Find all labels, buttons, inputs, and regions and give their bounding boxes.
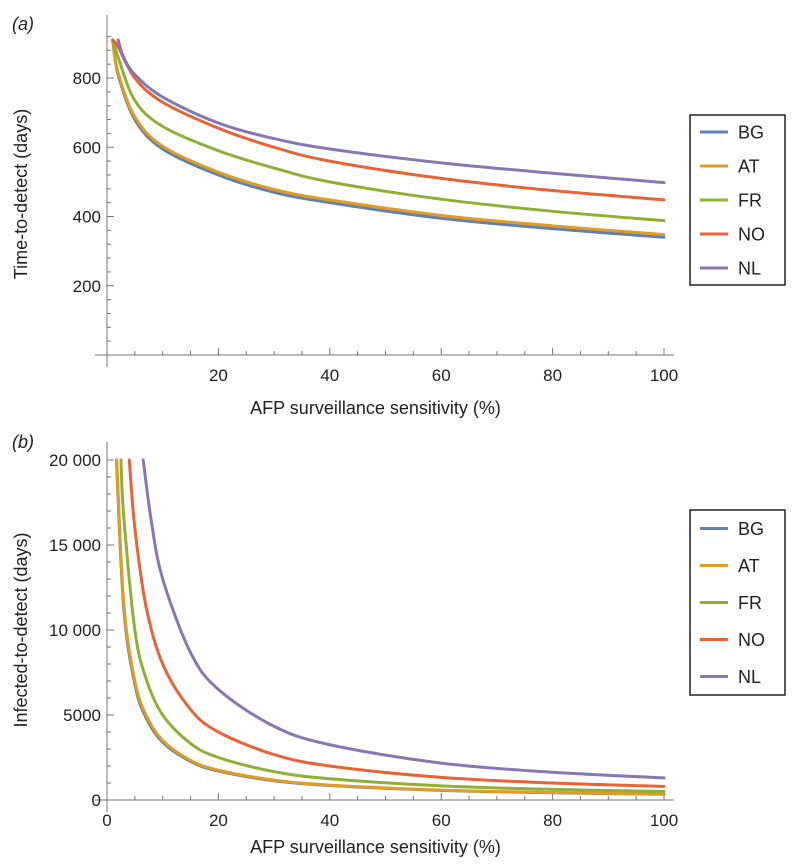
series-line-at	[115, 458, 666, 796]
y-axis-title: Time-to-detect (days)	[11, 109, 31, 279]
series-line-fr	[111, 38, 666, 223]
legend-label-no: NO	[738, 630, 765, 650]
x-tick-label: 20	[209, 366, 228, 385]
x-axis-title: AFP surveillance sensitivity (%)	[250, 837, 501, 857]
legend-label-nl: NL	[738, 259, 761, 279]
series-line-nl	[116, 38, 666, 185]
panel-tag: (b)	[12, 432, 34, 452]
legend-label-no: NO	[738, 225, 765, 245]
x-tick-label: 100	[650, 811, 678, 830]
y-tick-label: 20 000	[49, 451, 101, 470]
series-line-at	[111, 38, 666, 237]
legend-label-fr: FR	[738, 593, 762, 613]
x-tick-label: 80	[543, 811, 562, 830]
y-axis-title: Infected-to-detect (days)	[11, 532, 31, 727]
legend: BG AT FR NO NL	[689, 114, 786, 286]
legend-label-at: AT	[738, 157, 760, 177]
chart-panel-1: (b) 0 20 40 60 80 100 0 5000 10 000 15 000 20 000 AF…	[11, 432, 786, 857]
legend-label-bg: BG	[738, 123, 764, 143]
y-tick-label: 400	[73, 208, 101, 227]
x-tick-label: 80	[543, 366, 562, 385]
legend-label-fr: FR	[738, 191, 762, 211]
legend: BG AT FR NO NL	[689, 509, 786, 696]
x-axis-title: AFP surveillance sensitivity (%)	[250, 398, 501, 418]
y-tick-label: 800	[73, 69, 101, 88]
x-tick-label: 40	[320, 366, 339, 385]
chart-panel-0: (a) 20 40 60 80 100 200 400 600 800 AFP surveillan…	[11, 14, 786, 418]
series-line-bg	[114, 458, 666, 796]
series-line-no	[127, 458, 666, 788]
x-tick-label: 60	[432, 811, 451, 830]
series-line-nl	[141, 458, 666, 780]
x-tick-label: 60	[432, 366, 451, 385]
series-line-fr	[119, 458, 666, 793]
legend-label-at: AT	[738, 556, 760, 576]
y-tick-label: 0	[92, 791, 101, 810]
y-tick-label: 15 000	[49, 536, 101, 555]
y-tick-label: 5000	[63, 706, 101, 725]
x-tick-label: 40	[320, 811, 339, 830]
panel-tag: (a)	[12, 14, 34, 34]
y-tick-label: 10 000	[49, 621, 101, 640]
x-tick-label: 100	[650, 366, 678, 385]
y-tick-label: 200	[73, 277, 101, 296]
x-tick-label: 0	[102, 811, 111, 830]
legend-label-nl: NL	[738, 667, 761, 687]
x-tick-label: 20	[209, 811, 228, 830]
legend-label-bg: BG	[738, 519, 764, 539]
y-tick-label: 600	[73, 138, 101, 157]
